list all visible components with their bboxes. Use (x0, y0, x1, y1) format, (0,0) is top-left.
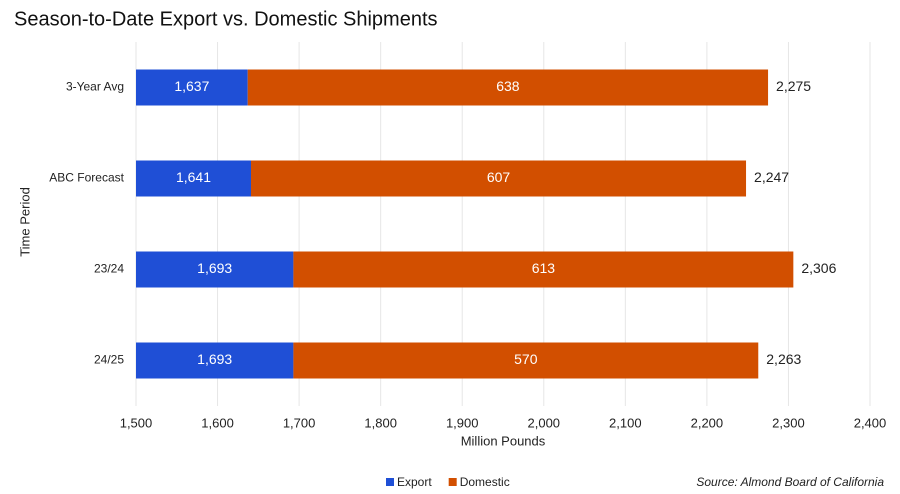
chart-title: Season-to-Date Export vs. Domestic Shipm… (14, 8, 438, 30)
bar-segment (136, 251, 294, 288)
bar-segment (293, 251, 794, 288)
legend-swatch (386, 478, 394, 486)
total-label: 2,275 (776, 78, 811, 94)
y-tick-label: 23/24 (94, 262, 124, 276)
bar-value-label: 1,693 (197, 351, 232, 367)
bar-segment (250, 160, 747, 197)
bar-segment (136, 160, 251, 197)
bar-value-label: 570 (514, 351, 538, 367)
bar-segment (293, 342, 759, 379)
bar-value-label: 607 (487, 169, 511, 185)
x-axis-label: Million Pounds (461, 433, 546, 448)
source-note: Source: Almond Board of California (696, 475, 884, 489)
bar-segment (247, 69, 769, 106)
bar-segment (136, 342, 294, 379)
x-tick-label: 1,800 (364, 415, 397, 430)
bar-segment (136, 69, 248, 106)
bar-value-label: 1,693 (197, 260, 232, 276)
total-label: 2,247 (754, 169, 789, 185)
bar-value-label: 1,641 (176, 169, 211, 185)
y-tick-label: 3-Year Avg (66, 80, 124, 94)
x-tick-label: 2,200 (691, 415, 724, 430)
legend-label: Domestic (460, 475, 510, 489)
x-tick-label: 1,700 (283, 415, 316, 430)
y-axis-label: Time Period (17, 187, 32, 257)
y-tick-label: 24/25 (94, 353, 124, 367)
bar-value-label: 613 (532, 260, 556, 276)
x-tick-label: 2,100 (609, 415, 642, 430)
x-tick-label: 1,500 (120, 415, 153, 430)
x-tick-label: 2,400 (854, 415, 887, 430)
y-tick-label: ABC Forecast (49, 171, 124, 185)
legend-label: Export (397, 475, 432, 489)
total-label: 2,263 (766, 351, 801, 367)
x-tick-label: 1,600 (201, 415, 234, 430)
x-tick-label: 2,000 (528, 415, 561, 430)
bar-value-label: 1,637 (174, 78, 209, 94)
x-tick-label: 1,900 (446, 415, 479, 430)
bar-value-label: 638 (496, 78, 520, 94)
x-tick-label: 2,300 (772, 415, 805, 430)
legend-swatch (448, 478, 457, 486)
total-label: 2,306 (801, 260, 836, 276)
